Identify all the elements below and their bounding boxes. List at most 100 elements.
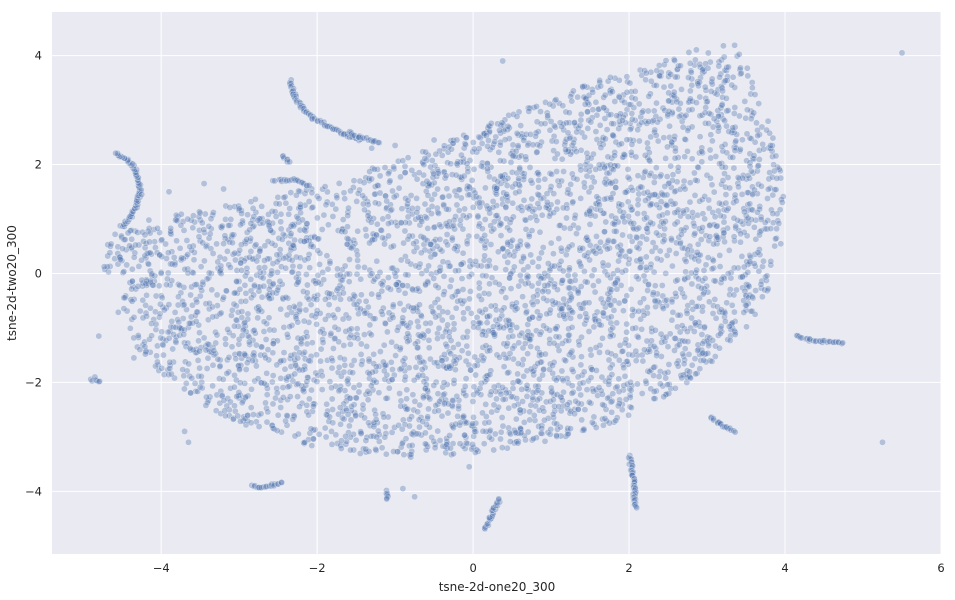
data-point [197,263,205,271]
data-point [470,165,478,173]
data-point [700,267,708,274]
data-point [216,362,224,370]
data-point [722,163,729,171]
data-point [373,433,381,441]
data-point [514,242,522,250]
data-point [218,222,226,230]
data-point [533,118,541,126]
data-point [730,214,738,222]
data-point [191,380,199,387]
data-point [551,122,558,130]
data-point [586,221,594,228]
data-point [500,350,508,358]
data-point [503,190,510,198]
data-point [476,384,484,392]
data-point [233,393,241,400]
data-point [607,111,615,118]
data-point [194,357,202,364]
data-point [558,367,566,375]
data-point [439,193,446,201]
outlier-point [185,438,192,446]
data-point [678,86,685,93]
data-point [583,278,591,286]
data-point [209,211,216,219]
data-point [231,322,238,330]
data-point [130,253,138,261]
data-point [375,293,383,301]
data-point [265,314,273,322]
data-point [613,383,621,391]
data-point [274,268,281,276]
data-point [643,337,651,345]
data-point [446,432,453,439]
data-point [769,210,777,217]
data-point [440,379,448,386]
data-point [479,427,487,435]
data-point [259,274,267,282]
data-point [672,290,679,297]
data-point [205,269,213,277]
data-point [280,194,288,201]
data-point [520,419,528,426]
data-point [687,69,695,76]
data-point [241,281,249,289]
data-point [282,199,290,207]
data-point [368,290,376,298]
data-point [630,219,638,227]
data-point [165,334,173,342]
data-point [412,363,420,371]
data-point [771,242,779,250]
strand-point [731,428,739,436]
data-point [529,301,537,309]
data-point [447,160,455,168]
data-point [266,295,273,303]
data-point [536,228,544,236]
data-point [167,224,175,232]
data-point [206,230,214,238]
data-point [737,230,745,238]
data-point [482,237,490,245]
data-point [479,357,487,364]
data-point [449,396,456,404]
data-point [651,282,659,290]
data-point [587,154,595,162]
data-point [314,214,321,222]
data-point [593,367,600,374]
data-point [390,163,397,171]
strand-point [383,495,391,503]
data-point [651,173,659,181]
data-point [497,428,505,436]
data-point [281,193,289,201]
outlier-point [399,485,407,492]
data-point [331,334,339,342]
data-point [584,108,591,116]
data-point [685,49,693,56]
data-point [443,343,451,350]
data-point [276,246,284,253]
data-point [628,115,636,123]
data-point [409,391,417,399]
data-point [168,318,176,325]
data-point [728,81,736,89]
data-point [607,301,615,309]
data-point [300,226,308,234]
data-point [195,233,203,241]
data-point [614,162,622,170]
data-point [453,160,461,168]
data-point [468,177,476,184]
data-point [277,404,285,411]
x-tick-label: 6 [937,561,944,575]
data-point [662,270,670,277]
data-point [674,362,682,370]
data-point [536,331,544,338]
data-point [615,93,623,101]
data-point [465,183,473,191]
data-point [392,352,399,359]
strand-point [633,504,641,512]
data-point [735,183,742,191]
data-point [471,428,479,435]
data-point [279,394,287,401]
data-point [361,331,368,338]
data-point [441,351,448,358]
data-point [111,230,119,238]
